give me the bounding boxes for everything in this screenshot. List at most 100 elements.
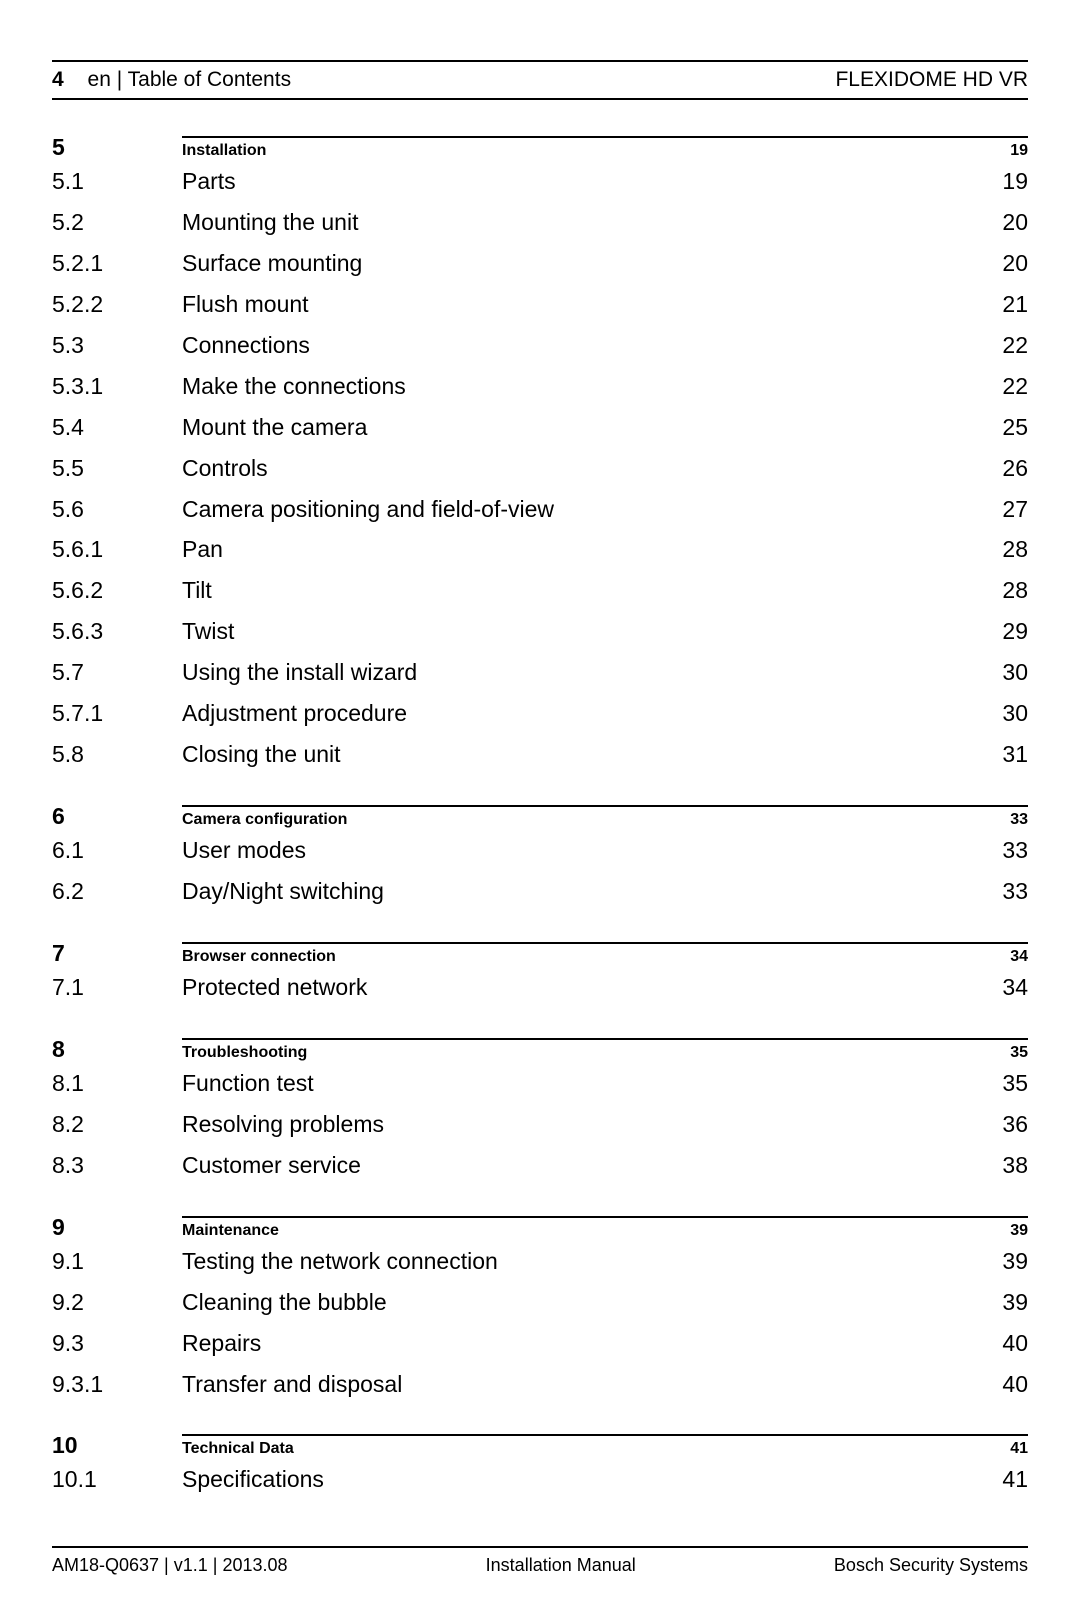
toc-entry: 5.6.3Twist29 (52, 611, 1028, 652)
toc-entry: 9.3Repairs40 (52, 1323, 1028, 1364)
page-footer: AM18-Q0637 | v1.1 | 2013.08 Installation… (52, 1546, 1028, 1576)
footer-right: Bosch Security Systems (834, 1555, 1028, 1576)
toc-section-number: 8 (52, 1036, 182, 1063)
toc-entry: 7.1Protected network34 (52, 967, 1028, 1008)
toc-entry-title: Controls (182, 448, 958, 489)
toc-entry-number: 9.3 (52, 1323, 182, 1364)
toc-entry-number: 5.6.3 (52, 611, 182, 652)
toc-entry-number: 5.7.1 (52, 693, 182, 734)
toc-section-page: 39 (958, 1222, 1028, 1240)
toc-entry-page: 28 (958, 570, 1028, 611)
toc-entry: 9.2Cleaning the bubble39 (52, 1282, 1028, 1323)
toc-entry-title: Mounting the unit (182, 202, 958, 243)
toc-entry-number: 8.3 (52, 1145, 182, 1186)
toc-entry-page: 40 (958, 1364, 1028, 1405)
toc-section-number: 6 (52, 803, 182, 830)
toc-entry-page: 33 (958, 871, 1028, 912)
toc-entry-page: 31 (958, 734, 1028, 775)
toc-entry-page: 28 (958, 529, 1028, 570)
toc-entry-number: 9.1 (52, 1241, 182, 1282)
toc-entry-number: 5.3 (52, 325, 182, 366)
toc-entry-number: 5.6 (52, 489, 182, 530)
toc-entry-page: 35 (958, 1063, 1028, 1104)
toc-entry-title: Transfer and disposal (182, 1364, 958, 1405)
page-number: 4 (52, 68, 64, 91)
toc-entry-title: Make the connections (182, 366, 958, 407)
footer-center: Installation Manual (486, 1555, 636, 1576)
toc-entry: 10.1Specifications41 (52, 1459, 1028, 1500)
toc-entry-page: 38 (958, 1145, 1028, 1186)
product-name: FLEXIDOME HD VR (835, 68, 1028, 92)
toc-entry-number: 8.1 (52, 1063, 182, 1104)
toc-entry-number: 6.2 (52, 871, 182, 912)
footer-left: AM18-Q0637 | v1.1 | 2013.08 (52, 1555, 288, 1576)
toc-entry-page: 22 (958, 325, 1028, 366)
toc-entry-title: Tilt (182, 570, 958, 611)
toc-entry: 5.3.1Make the connections22 (52, 366, 1028, 407)
toc-section-number: 7 (52, 940, 182, 967)
toc-entry-title: Pan (182, 529, 958, 570)
toc-entry: 6.1User modes33 (52, 830, 1028, 871)
toc-entry-title: Camera positioning and field-of-view (182, 489, 958, 530)
toc-entry: 9.1Testing the network connection39 (52, 1241, 1028, 1282)
toc-entry-page: 30 (958, 693, 1028, 734)
toc-entry-number: 5.2.1 (52, 243, 182, 284)
toc-entry-page: 26 (958, 448, 1028, 489)
toc-entry-title: Cleaning the bubble (182, 1282, 958, 1323)
toc-entry-title: Mount the camera (182, 407, 958, 448)
toc-entry-number: 5.1 (52, 161, 182, 202)
toc-entry-number: 5.6.1 (52, 529, 182, 570)
toc-section-number: 9 (52, 1214, 182, 1241)
toc-entry-title: Using the install wizard (182, 652, 958, 693)
toc-entry-page: 21 (958, 284, 1028, 325)
toc-entry-title: Repairs (182, 1323, 958, 1364)
toc-entry-title: Connections (182, 325, 958, 366)
toc-entry-page: 22 (958, 366, 1028, 407)
toc-entry-number: 5.6.2 (52, 570, 182, 611)
table-of-contents: 5Installation195.1Parts195.2Mounting the… (52, 134, 1028, 1500)
toc-entry-number: 8.2 (52, 1104, 182, 1145)
toc-entry: 5.6Camera positioning and field-of-view2… (52, 489, 1028, 530)
toc-section-title: Technical Data (182, 1440, 958, 1458)
toc-section-title: Troubleshooting (182, 1044, 958, 1062)
toc-entry-title: User modes (182, 830, 958, 871)
toc-section-title: Maintenance (182, 1222, 958, 1240)
breadcrumb: en | Table of Contents (88, 68, 292, 91)
toc-entry: 5.3Connections22 (52, 325, 1028, 366)
toc-entry-page: 34 (958, 967, 1028, 1008)
toc-entry-title: Surface mounting (182, 243, 958, 284)
toc-entry-number: 5.8 (52, 734, 182, 775)
toc-entry-page: 39 (958, 1282, 1028, 1323)
toc-entry: 5.8Closing the unit31 (52, 734, 1028, 775)
toc-entry-number: 9.3.1 (52, 1364, 182, 1405)
toc-entry: 6.2Day/Night switching33 (52, 871, 1028, 912)
toc-entry-title: Testing the network connection (182, 1241, 958, 1282)
toc-section-page: 19 (958, 142, 1028, 160)
toc-entry-number: 5.5 (52, 448, 182, 489)
toc-entry-number: 10.1 (52, 1459, 182, 1500)
toc-entry-number: 5.7 (52, 652, 182, 693)
toc-entry-page: 30 (958, 652, 1028, 693)
toc-entry-number: 5.2 (52, 202, 182, 243)
header-left: 4 en | Table of Contents (52, 68, 291, 92)
toc-entry: 5.2.1Surface mounting20 (52, 243, 1028, 284)
toc-entry-page: 27 (958, 489, 1028, 530)
toc-entry-page: 19 (958, 161, 1028, 202)
toc-entry-page: 29 (958, 611, 1028, 652)
toc-entry-title: Parts (182, 161, 958, 202)
toc-entry-page: 36 (958, 1104, 1028, 1145)
toc-section-page: 35 (958, 1044, 1028, 1062)
toc-entry-number: 6.1 (52, 830, 182, 871)
toc-section-page: 33 (958, 811, 1028, 829)
toc-entry-title: Flush mount (182, 284, 958, 325)
toc-section-title: Installation (182, 142, 958, 160)
toc-entry-title: Twist (182, 611, 958, 652)
toc-entry-title: Protected network (182, 967, 958, 1008)
toc-entry-title: Closing the unit (182, 734, 958, 775)
toc-entry: 5.2.2Flush mount21 (52, 284, 1028, 325)
toc-entry-title: Resolving problems (182, 1104, 958, 1145)
toc-entry: 5.2Mounting the unit20 (52, 202, 1028, 243)
toc-entry: 5.5Controls26 (52, 448, 1028, 489)
toc-entry-page: 40 (958, 1323, 1028, 1364)
toc-entry-title: Adjustment procedure (182, 693, 958, 734)
